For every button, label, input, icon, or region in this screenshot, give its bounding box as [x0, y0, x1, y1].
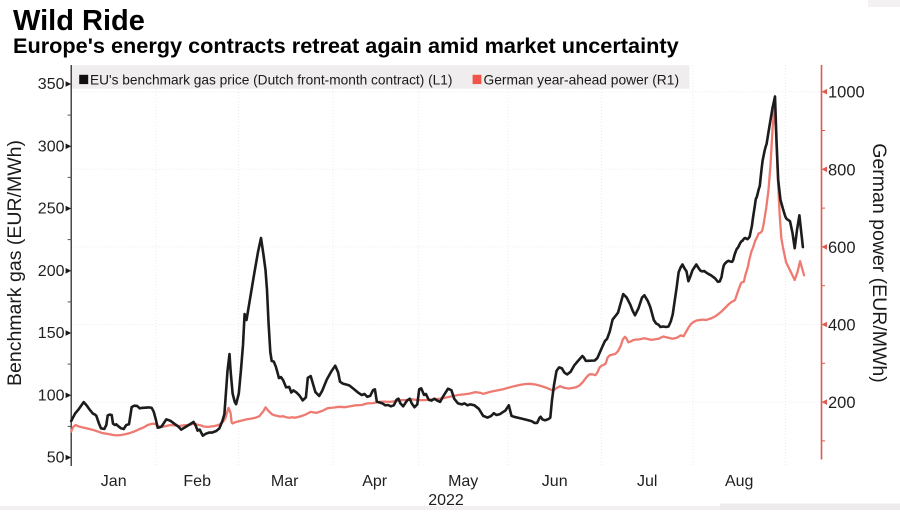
- svg-text:150: 150: [38, 325, 65, 342]
- svg-text:50: 50: [47, 450, 65, 467]
- svg-text:Jan: Jan: [101, 473, 127, 490]
- svg-text:100: 100: [38, 387, 65, 404]
- svg-text:350: 350: [38, 76, 65, 93]
- svg-text:German power (EUR/MWh): German power (EUR/MWh): [868, 143, 890, 382]
- svg-text:200: 200: [38, 263, 65, 280]
- svg-text:Wild Ride: Wild Ride: [13, 5, 145, 37]
- svg-text:Benchmark gas (EUR/MWh): Benchmark gas (EUR/MWh): [4, 140, 26, 386]
- svg-text:German year-ahead power (R1): German year-ahead power (R1): [484, 72, 680, 87]
- svg-text:250: 250: [38, 201, 65, 218]
- svg-text:EU's benchmark gas price (Dutc: EU's benchmark gas price (Dutch front-mo…: [90, 72, 452, 87]
- svg-text:May: May: [448, 473, 478, 490]
- svg-text:Jul: Jul: [637, 473, 657, 490]
- svg-text:Jun: Jun: [542, 473, 568, 490]
- svg-text:Europe's energy contracts retr: Europe's energy contracts retreat again …: [13, 33, 679, 58]
- svg-text:800: 800: [828, 161, 856, 179]
- svg-text:300: 300: [38, 138, 65, 155]
- svg-text:Mar: Mar: [271, 473, 299, 490]
- svg-text:Feb: Feb: [183, 473, 211, 490]
- svg-text:Aug: Aug: [725, 473, 753, 490]
- svg-text:200: 200: [828, 394, 856, 412]
- svg-text:2022: 2022: [428, 492, 464, 509]
- svg-text:400: 400: [828, 317, 856, 335]
- svg-text:Apr: Apr: [362, 473, 388, 490]
- svg-text:1000: 1000: [828, 84, 865, 102]
- svg-text:600: 600: [828, 239, 856, 257]
